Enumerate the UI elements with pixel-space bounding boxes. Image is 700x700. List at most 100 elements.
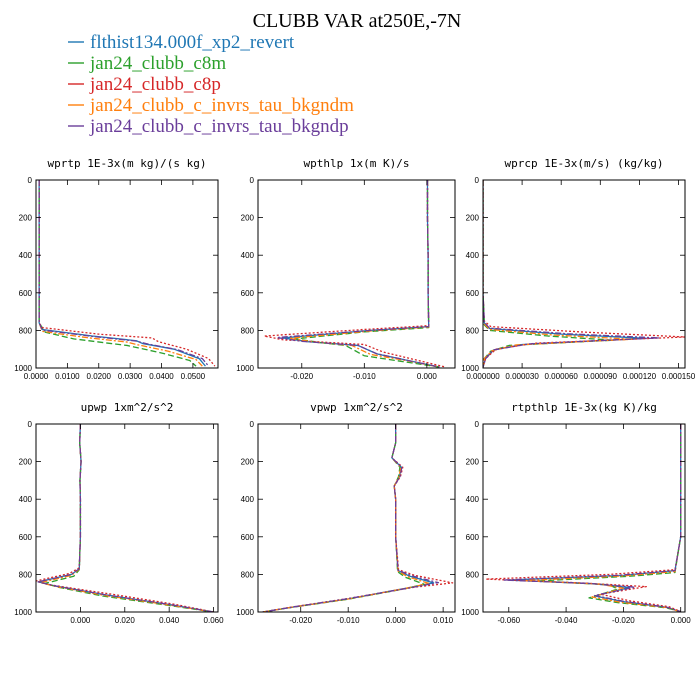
x-tick-label-3-3: 0.060 (204, 616, 225, 625)
series-line-1-4 (276, 180, 440, 368)
panel-title-5: rtpthlp 1E-3x(kg K)/kg (511, 401, 657, 414)
series-group-2 (483, 180, 685, 368)
legend-label-2: jan24_clubb_c8p (89, 74, 221, 95)
series-line-4-0 (262, 424, 435, 612)
x-tick-label-0-3: 0.0300 (118, 372, 143, 381)
x-tick-label-3-0: 0.000 (70, 616, 91, 625)
y-tick-label-2-5: 1000 (461, 364, 479, 373)
y-tick-label-5-0: 0 (475, 420, 480, 429)
x-tick-label-2-3: 0.000090 (584, 372, 618, 381)
x-tick-label-2-4: 0.000120 (623, 372, 657, 381)
x-tick-label-0-4: 0.0400 (149, 372, 174, 381)
panel-frame-5 (482, 423, 686, 613)
x-tick-label-3-2: 0.040 (159, 616, 180, 625)
panel-title-0: wprtp 1E-3x(m kg)/(s kg) (48, 157, 207, 170)
y-tick-label-1-3: 600 (241, 289, 255, 298)
series-line-3-4 (37, 424, 214, 612)
x-tick-label-4-3: 0.010 (433, 616, 454, 625)
series-line-1-1 (294, 180, 440, 368)
y-tick-label-1-1: 200 (241, 214, 255, 223)
x-tick-label-0-2: 0.0200 (87, 372, 112, 381)
y-tick-label-1-0: 0 (250, 176, 255, 185)
x-tick-label-4-2: 0.000 (386, 616, 407, 625)
panel-0: wprtp 1E-3x(m kg)/(s kg) 0 200 400 600 800 100… (14, 157, 219, 381)
panel-title-3: upwp 1xm^2/s^2 (81, 401, 174, 414)
y-tick-label-3-0: 0 (28, 420, 33, 429)
x-tick-label-5-0: -0.060 (497, 616, 520, 625)
series-line-2-2 (483, 180, 685, 368)
series-line-0-4 (38, 180, 210, 367)
y-tick-label-1-2: 400 (241, 251, 255, 260)
panel-title-1: wpthlp 1x(m K)/s (304, 157, 410, 170)
y-tick-label-0-5: 1000 (14, 364, 32, 373)
x-tick-label-2-0: 0.000000 (466, 372, 500, 381)
series-line-1-0 (282, 180, 440, 368)
x-tick-label-0-5: 0.0500 (181, 372, 206, 381)
y-tick-label-1-4: 800 (241, 326, 255, 335)
figure-title: CLUBB VAR at250E,-7N (253, 10, 462, 32)
panel-1: wpthlp 1x(m K)/s 0 200 400 600 800 1000 -0.020 -… (236, 157, 456, 381)
y-tick-label-0-3: 600 (19, 289, 33, 298)
series-line-5-3 (522, 424, 682, 612)
series-group-1 (263, 180, 446, 368)
y-tick-label-2-2: 400 (466, 251, 480, 260)
y-tick-label-2-3: 600 (466, 289, 480, 298)
x-tick-label-1-0: -0.020 (290, 372, 313, 381)
series-line-0-3 (38, 180, 203, 367)
y-tick-label-3-2: 400 (19, 495, 33, 504)
x-tick-label-2-2: 0.000060 (545, 372, 579, 381)
x-tick-label-4-1: -0.010 (337, 616, 360, 625)
x-tick-label-5-3: 0.000 (671, 616, 692, 625)
y-tick-label-5-1: 200 (466, 458, 480, 467)
series-group-3 (36, 424, 214, 612)
series-line-3-1 (44, 424, 214, 612)
panel-frame-0 (35, 179, 219, 369)
y-tick-label-5-2: 400 (466, 495, 480, 504)
series-line-2-1 (483, 180, 614, 368)
series-line-3-0 (37, 424, 214, 612)
x-tick-label-5-1: -0.040 (555, 616, 578, 625)
panel-frame-3 (35, 423, 219, 613)
series-line-3-2 (36, 424, 214, 612)
y-tick-label-2-0: 0 (475, 176, 480, 185)
panels: wprtp 1E-3x(m kg)/(s kg) 0 200 400 600 800 100… (14, 157, 696, 625)
y-tick-label-0-4: 800 (19, 326, 33, 335)
series-line-5-1 (536, 424, 682, 612)
y-tick-label-4-4: 800 (241, 570, 255, 579)
y-tick-label-2-4: 800 (466, 326, 480, 335)
series-group-5 (485, 424, 682, 612)
x-tick-label-2-1: 0.000030 (505, 372, 539, 381)
panel-3: upwp 1xm^2/s^2 0 200 400 600 800 1000 0.000 0.02… (14, 401, 224, 625)
panel-title-4: vpwp 1xm^2/s^2 (310, 401, 403, 414)
x-tick-label-1-2: 0.000 (417, 372, 438, 381)
series-line-4-3 (262, 424, 430, 612)
x-tick-label-1-1: -0.010 (353, 372, 376, 381)
series-line-1-3 (288, 180, 440, 368)
y-tick-label-3-3: 600 (19, 533, 33, 542)
panel-frame-2 (482, 179, 686, 369)
panel-5: rtpthlp 1E-3x(kg K)/kg 0 200 400 600 800 1000 -… (461, 401, 691, 625)
x-tick-label-0-0: 0.0000 (24, 372, 49, 381)
panel-2: wprcp 1E-3x(m/s) (kg/kg) 0 200 400 600 800 100… (461, 157, 696, 381)
series-group-0 (38, 180, 216, 367)
x-tick-label-0-1: 0.0100 (55, 372, 80, 381)
y-tick-label-3-5: 1000 (14, 608, 32, 617)
series-line-0-0 (38, 180, 206, 367)
series-line-5-2 (485, 424, 682, 612)
series-line-0-2 (38, 180, 216, 367)
legend-label-1: jan24_clubb_c8m (89, 53, 226, 74)
legend: flthist134.000f_xp2_revertjan24_clubb_c8… (68, 32, 354, 137)
y-tick-label-4-1: 200 (241, 458, 255, 467)
series-line-3-3 (39, 424, 214, 612)
series-line-2-3 (483, 180, 634, 368)
panel-title-2: wprcp 1E-3x(m/s) (kg/kg) (505, 157, 664, 170)
series-group-4 (262, 424, 454, 612)
y-tick-label-2-1: 200 (466, 214, 480, 223)
y-tick-label-5-4: 800 (466, 570, 480, 579)
series-line-5-4 (502, 424, 682, 612)
panel-4: vpwp 1xm^2/s^2 0 200 400 600 800 1000 -0.020 -0.… (236, 401, 456, 625)
y-tick-label-5-5: 1000 (461, 608, 479, 617)
y-tick-label-0-1: 200 (19, 214, 33, 223)
y-tick-label-4-0: 0 (250, 420, 255, 429)
